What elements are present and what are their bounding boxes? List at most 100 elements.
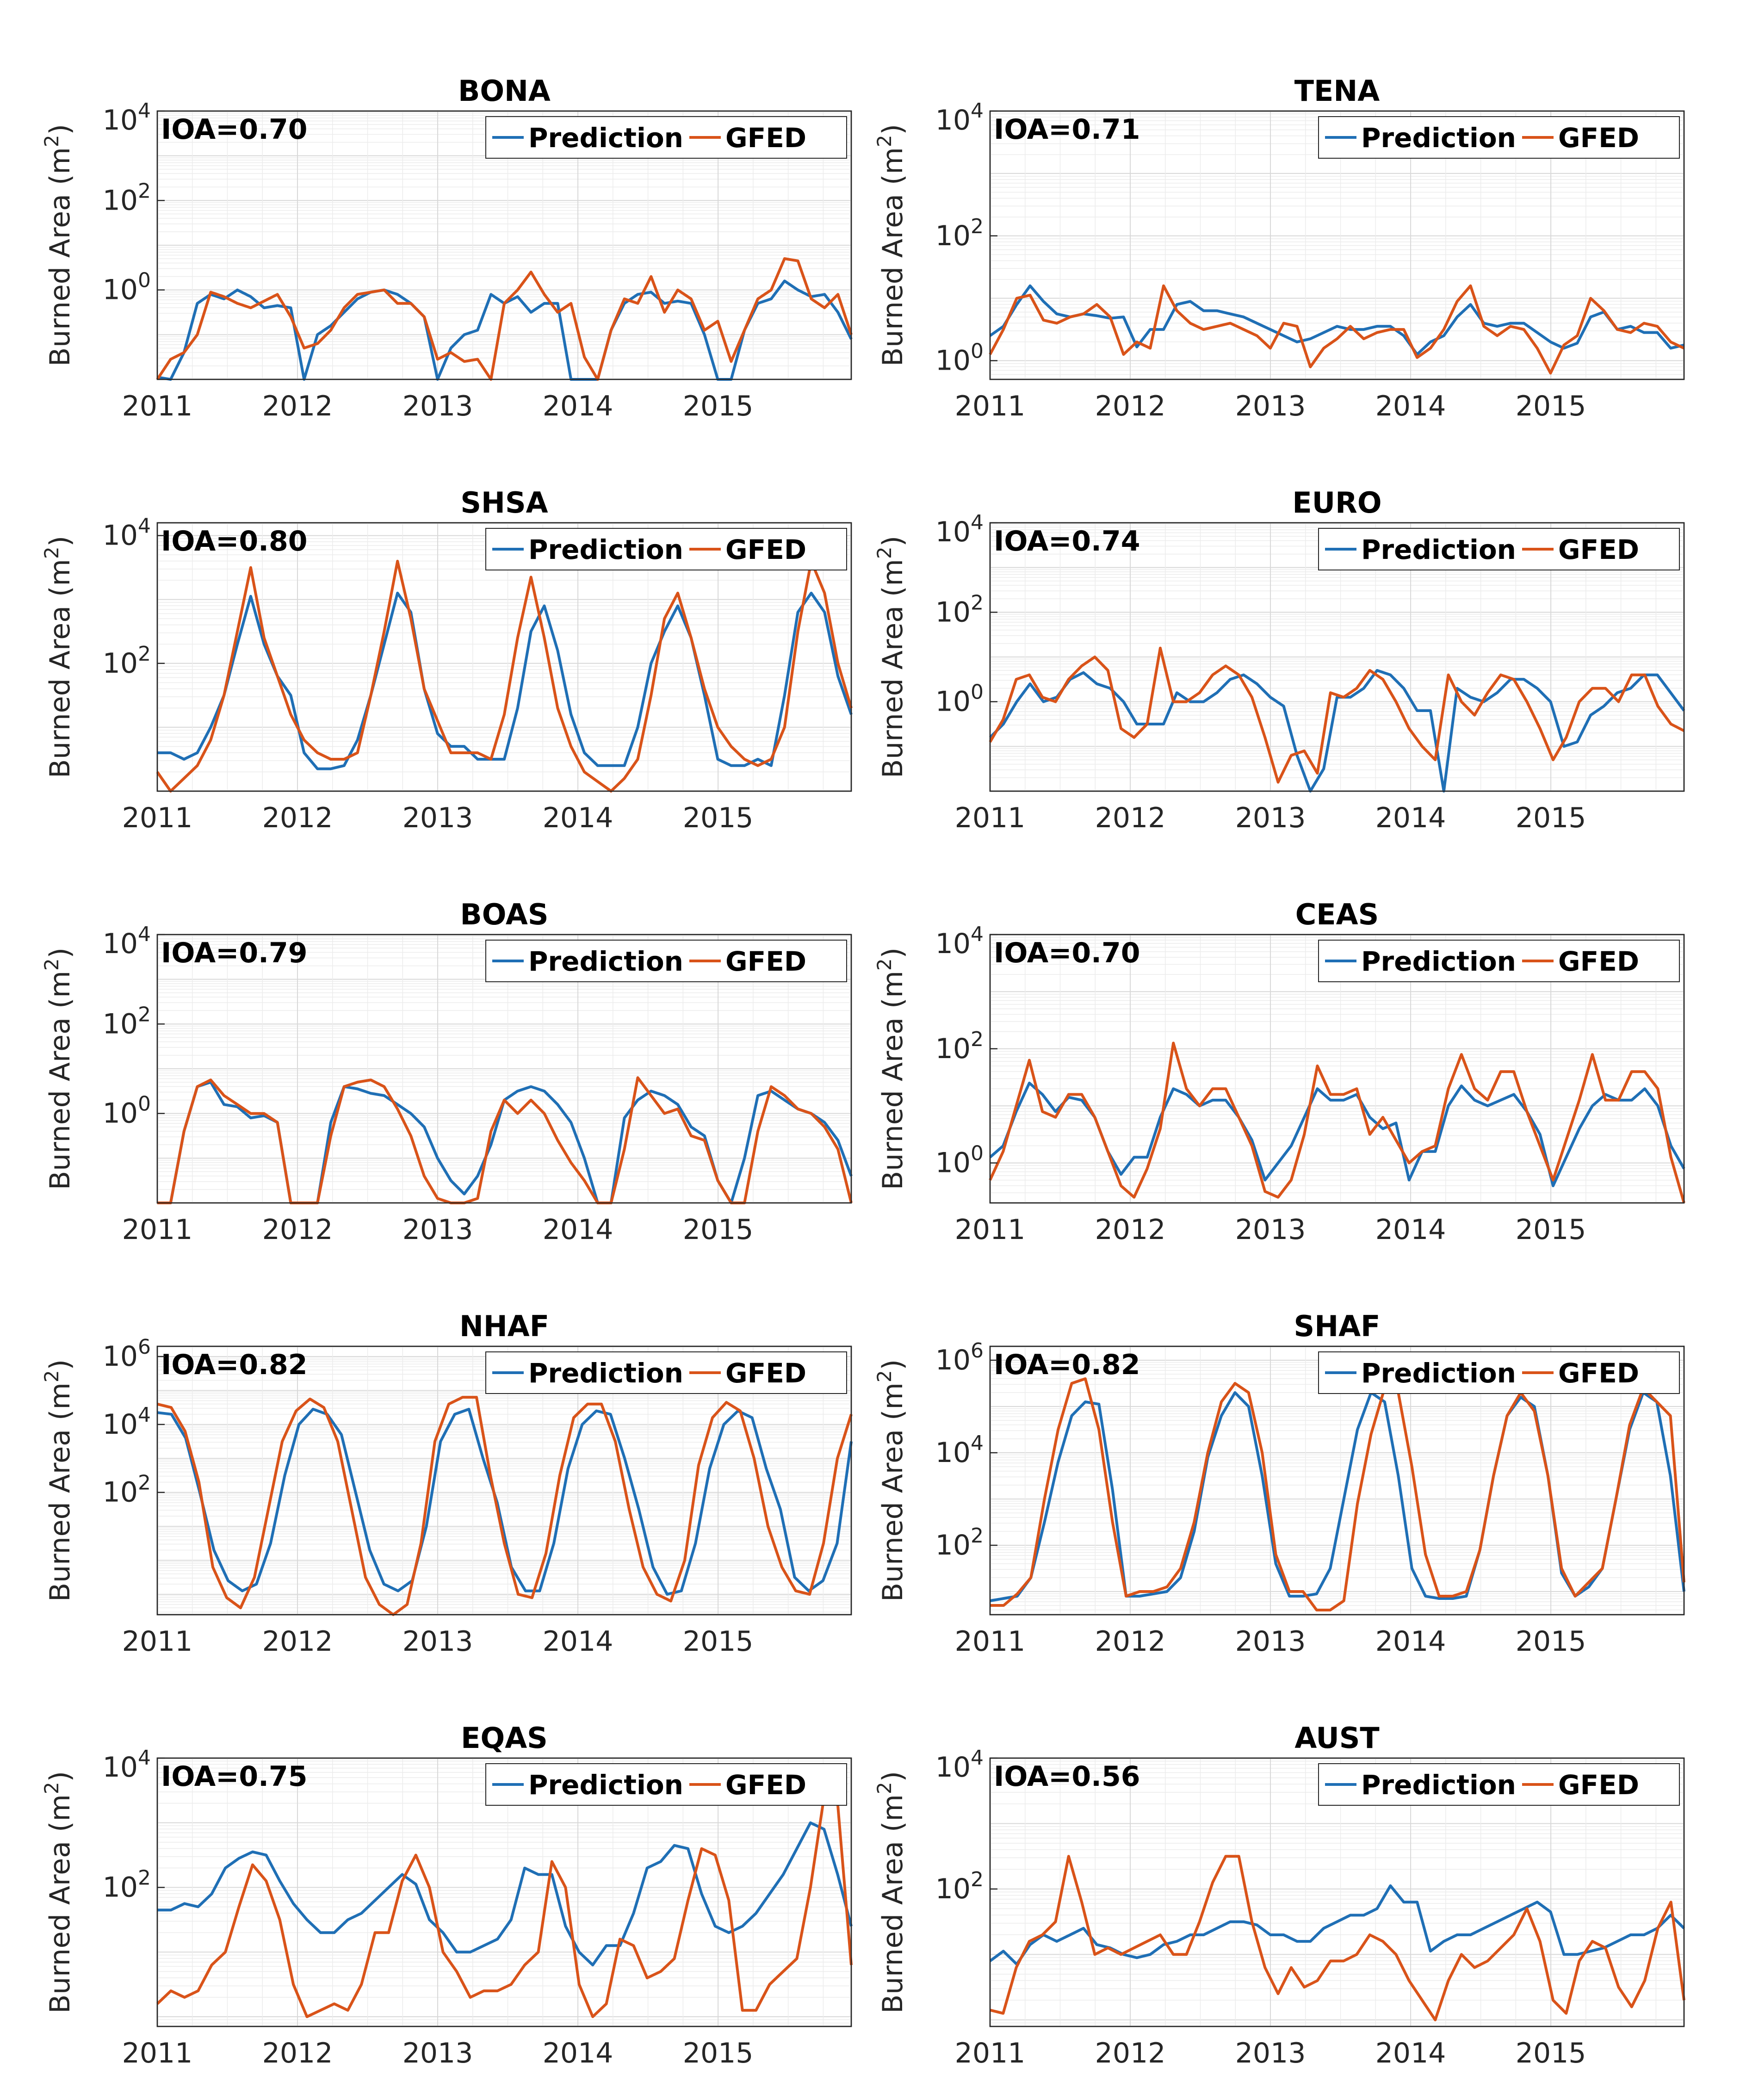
plot-frame — [156, 1757, 852, 2027]
legend-prediction-label: Prediction — [1361, 1357, 1516, 1389]
y-tick-label: 102 — [935, 591, 984, 628]
series-gfed-line — [156, 1795, 853, 2018]
plot-frame — [989, 522, 1685, 792]
y-tick-label: 102 — [103, 1471, 151, 1509]
y-axis-label: Burned Area (m2) — [873, 1771, 909, 2013]
x-tick-label: 2015 — [683, 802, 754, 834]
panel-nhaf: NHAF IOA=0.82 Prediction GFED 102 104 106 2011 2… — [40, 1309, 853, 1658]
legend: Prediction GFED — [1318, 116, 1680, 159]
y-tick-label: 102 — [103, 179, 151, 217]
legend-gfed-label: GFED — [725, 946, 806, 977]
y-tick-label: 102 — [103, 1003, 151, 1040]
x-tick-label: 2014 — [1375, 1625, 1446, 1658]
plot-frame — [989, 934, 1685, 1204]
y-tick-label: 104 — [935, 511, 984, 548]
panel-title: SHSA — [460, 486, 548, 520]
x-tick-label: 2012 — [262, 1625, 333, 1658]
x-tick-label: 2014 — [543, 1214, 613, 1246]
legend-box — [485, 940, 847, 982]
y-tick-label: 104 — [103, 923, 151, 960]
legend-box — [485, 528, 847, 570]
series-prediction-line — [157, 1821, 853, 1967]
y-tick-label: 100 — [103, 269, 151, 306]
plot-frame — [989, 1345, 1685, 1616]
series-prediction-line — [989, 669, 1685, 793]
y-tick-label: 100 — [935, 340, 984, 377]
y-tick-label: 102 — [935, 1868, 984, 1905]
y-axis-label: Burned Area (m2) — [40, 1359, 76, 1602]
legend: Prediction GFED — [1318, 1351, 1680, 1394]
legend-box — [1318, 528, 1680, 570]
x-tick-label: 2013 — [402, 1625, 473, 1658]
x-tick-label: 2011 — [955, 390, 1026, 422]
x-tick-label: 2012 — [262, 2037, 333, 2069]
x-tick-label: 2015 — [683, 1625, 754, 1658]
panel-title: BONA — [458, 74, 551, 108]
y-tick-label: 106 — [103, 1335, 151, 1373]
x-tick-label: 2014 — [543, 802, 613, 834]
ioa-annotation: IOA=0.82 — [994, 1349, 1140, 1381]
series-gfed-line — [156, 559, 853, 793]
ioa-annotation: IOA=0.70 — [994, 937, 1140, 969]
panel-ceas: CEAS IOA=0.70 Prediction GFED 100 102 104 2011 2… — [873, 898, 1685, 1246]
panel-boas: BOAS IOA=0.79 Prediction GFED 100 102 104 2011 2… — [40, 898, 853, 1246]
plot-frame — [989, 1757, 1685, 2027]
y-axis-label: Burned Area (m2) — [873, 1359, 909, 1602]
y-tick-label: 102 — [103, 1866, 151, 1904]
x-tick-label: 2011 — [122, 1214, 193, 1246]
y-axis-label: Burned Area (m2) — [40, 1771, 76, 2013]
panel-tena: TENA IOA=0.71 Prediction GFED 100 102 104 2011 2… — [873, 74, 1685, 422]
ioa-annotation: IOA=0.75 — [161, 1760, 307, 1793]
x-tick-label: 2012 — [1095, 1214, 1166, 1246]
x-tick-label: 2013 — [1235, 1625, 1306, 1658]
x-tick-label: 2015 — [1516, 390, 1586, 422]
plot-frame — [156, 110, 852, 380]
x-tick-label: 2014 — [1375, 2037, 1446, 2069]
legend-prediction-label: Prediction — [1361, 1769, 1516, 1801]
series-prediction-line — [989, 1884, 1685, 1966]
y-tick-label: 100 — [935, 1142, 984, 1179]
legend: Prediction GFED — [1318, 528, 1680, 570]
x-tick-label: 2013 — [1235, 802, 1306, 834]
y-axis-label: Burned Area (m2) — [40, 536, 76, 778]
x-tick-label: 2013 — [1235, 2037, 1306, 2069]
x-tick-label: 2015 — [1516, 802, 1586, 834]
x-tick-label: 2015 — [1516, 1214, 1586, 1246]
legend-prediction-label: Prediction — [528, 534, 683, 565]
panel-title: EQAS — [461, 1721, 548, 1755]
panel-eqas: EQAS IOA=0.75 Prediction GFED 102 104 2011 2012… — [40, 1721, 853, 2069]
series-gfed-line — [990, 1855, 1685, 2021]
x-tick-label: 2013 — [402, 2037, 473, 2069]
ioa-annotation: IOA=0.70 — [161, 113, 307, 146]
panel-title: CEAS — [1295, 898, 1379, 931]
x-tick-label: 2012 — [262, 390, 333, 422]
ioa-annotation: IOA=0.56 — [994, 1760, 1140, 1793]
x-tick-label: 2012 — [1095, 2037, 1166, 2069]
legend-prediction-label: Prediction — [528, 946, 683, 977]
legend-prediction-label: Prediction — [528, 122, 683, 154]
x-tick-label: 2012 — [262, 1214, 333, 1246]
legend-gfed-label: GFED — [725, 1769, 806, 1801]
series-gfed-line — [156, 257, 853, 381]
legend-prediction-label: Prediction — [1361, 534, 1516, 565]
x-tick-label: 2015 — [683, 2037, 754, 2069]
x-tick-label: 2014 — [543, 390, 613, 422]
legend: Prediction GFED — [485, 116, 847, 159]
x-tick-label: 2012 — [1095, 802, 1166, 834]
x-tick-label: 2012 — [1095, 390, 1166, 422]
series-gfed-line — [989, 646, 1685, 784]
x-tick-label: 2011 — [122, 390, 193, 422]
series-gfed-line — [990, 1377, 1685, 1611]
x-tick-label: 2011 — [122, 1625, 193, 1658]
y-tick-label: 102 — [935, 215, 984, 252]
y-tick-label: 104 — [103, 514, 151, 552]
x-tick-label: 2011 — [955, 2037, 1026, 2069]
panel-title: SHAF — [1294, 1309, 1381, 1343]
legend: Prediction GFED — [485, 1763, 847, 1806]
legend-box — [485, 1351, 847, 1394]
plot-frame — [156, 934, 852, 1204]
x-tick-label: 2014 — [543, 1625, 613, 1658]
x-tick-label: 2014 — [1375, 390, 1446, 422]
x-tick-label: 2012 — [262, 802, 333, 834]
y-tick-label: 104 — [935, 1746, 984, 1784]
